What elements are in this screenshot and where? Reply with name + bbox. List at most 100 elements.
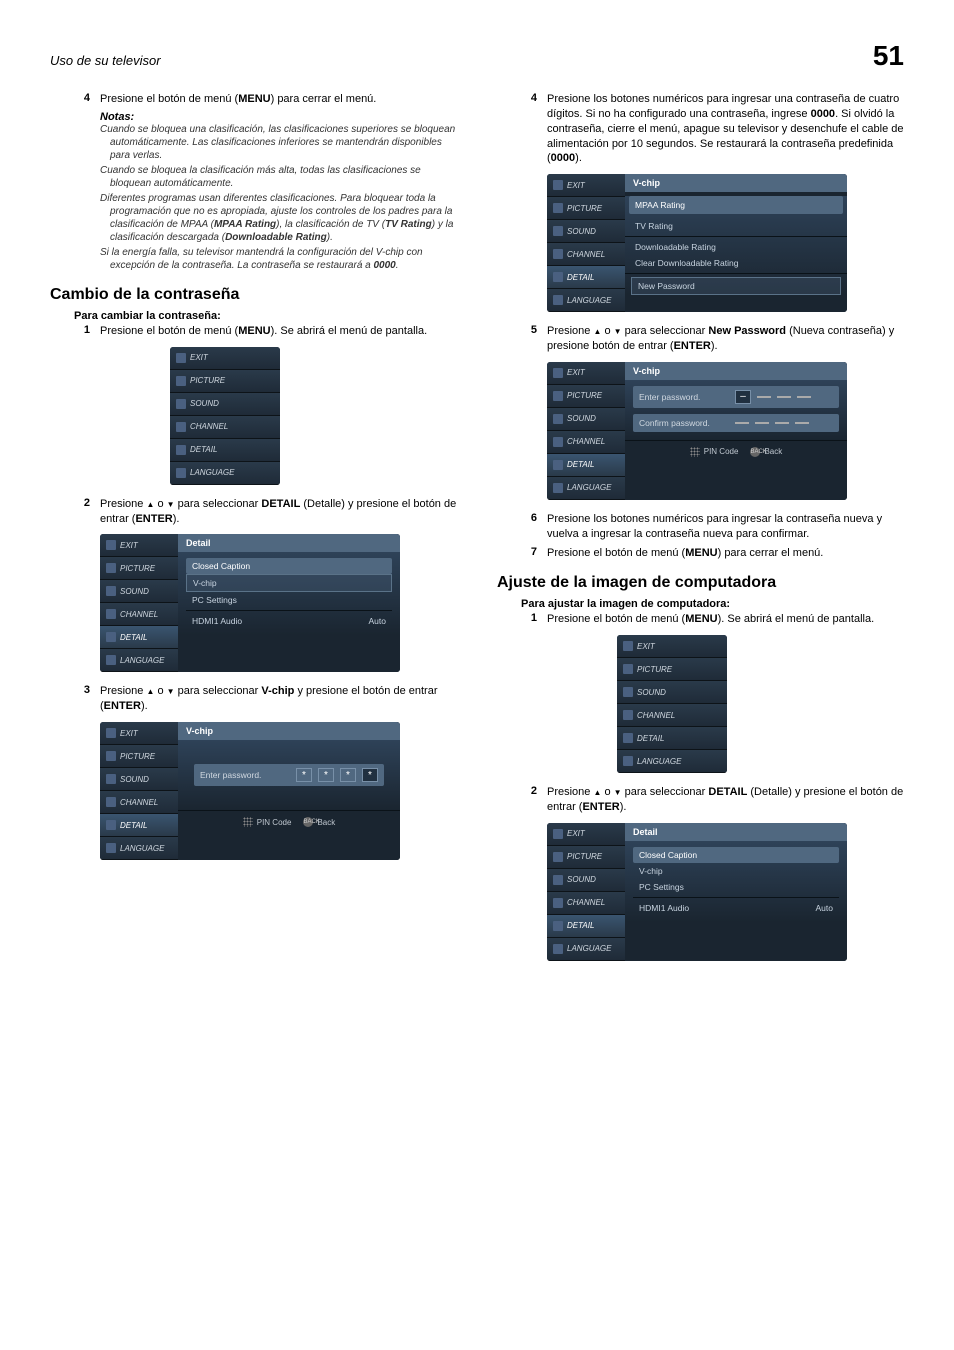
menu-item-channel: CHANNEL [547, 892, 625, 915]
subheading-ajustar: Para ajustar la imagen de computadora: [521, 598, 904, 610]
panel-item: PC Settings [186, 592, 392, 608]
menu-item-exit: EXIT [170, 347, 280, 370]
panel-item: TV Rating [625, 218, 847, 234]
password-digit: * [296, 768, 312, 782]
note-item: Si la energía falla, su televisor manten… [110, 246, 457, 272]
menu-item-exit: EXIT [547, 362, 625, 385]
step-text: Presione o para seleccionar V-chip y pre… [100, 684, 457, 714]
note-item: Cuando se bloquea la clasificación más a… [110, 164, 457, 190]
menu-item-sound: SOUND [547, 869, 625, 892]
panel-item: PC Settings [633, 879, 839, 895]
sound-icon [623, 687, 633, 697]
menu-item-picture: PICTURE [100, 557, 178, 580]
panel-item: MPAA Rating [629, 196, 843, 214]
sound-icon [553, 414, 563, 424]
note-item: Diferentes programas usan diferentes cla… [110, 192, 457, 244]
language-icon [106, 655, 116, 665]
password-digit: * [340, 768, 356, 782]
keypad-icon [243, 817, 253, 827]
language-icon [106, 843, 116, 853]
menu-item-detail: DETAIL [547, 266, 625, 289]
step-number: 1 [50, 324, 100, 339]
menu-screenshot-vchip-menu: EXIT PICTURE SOUND CHANNEL DETAIL LANGUA… [547, 174, 847, 312]
panel-title: Detail [625, 823, 847, 841]
menu-item-sound: SOUND [170, 393, 280, 416]
step-number: 4 [50, 92, 100, 107]
detail-icon [553, 460, 563, 470]
step-text: Presione el botón de menú (MENU). Se abr… [100, 324, 457, 339]
menu-item-language: LANGUAGE [547, 477, 625, 500]
detail-icon [106, 632, 116, 642]
detail-icon [176, 445, 186, 455]
step-number: 6 [497, 512, 547, 542]
exit-icon [176, 353, 186, 363]
menu-item-channel: CHANNEL [170, 416, 280, 439]
sound-icon [553, 226, 563, 236]
menu-item-sound: SOUND [100, 768, 178, 791]
menu-item-sound: SOUND [617, 681, 727, 704]
panel-item: V-chip [633, 863, 839, 879]
sound-icon [106, 586, 116, 596]
picture-icon [553, 852, 563, 862]
language-icon [553, 295, 563, 305]
menu-item-language: LANGUAGE [170, 462, 280, 485]
panel-item-selected: V-chip [186, 574, 392, 592]
step-text: Presione el botón de menú (MENU). Se abr… [547, 612, 904, 627]
running-header: Uso de su televisor [50, 53, 161, 68]
menu-item-detail: DETAIL [617, 727, 727, 750]
password-label: Enter password. [200, 770, 290, 780]
channel-icon [553, 249, 563, 259]
password-digit: – [735, 390, 751, 404]
picture-icon [623, 664, 633, 674]
menu-item-exit: EXIT [547, 174, 625, 197]
picture-icon [106, 751, 116, 761]
menu-item-language: LANGUAGE [100, 837, 178, 860]
menu-screenshot-sidebar: EXIT PICTURE SOUND CHANNEL DETAIL LANGUA… [170, 347, 280, 485]
panel-title: V-chip [625, 362, 847, 380]
channel-icon [106, 609, 116, 619]
step-number: 2 [50, 497, 100, 527]
language-icon [553, 483, 563, 493]
panel-title: Detail [178, 534, 400, 552]
page-number: 51 [873, 40, 904, 72]
sound-icon [553, 875, 563, 885]
panel-title: V-chip [178, 722, 400, 740]
exit-icon [553, 368, 563, 378]
exit-icon [106, 540, 116, 550]
section-ajuste-imagen: Ajuste de la imagen de computadora [497, 574, 904, 592]
back-icon: BACK [303, 817, 313, 827]
picture-icon [176, 376, 186, 386]
step-text: Presione el botón de menú (MENU) para ce… [547, 546, 904, 561]
panel-item-selected: New Password [631, 277, 841, 295]
panel-item: Clear Downloadable Rating [625, 255, 847, 271]
password-digit: * [318, 768, 334, 782]
menu-item-channel: CHANNEL [547, 431, 625, 454]
menu-item-channel: CHANNEL [100, 603, 178, 626]
step-number: 5 [497, 324, 547, 354]
menu-item-detail: DETAIL [170, 439, 280, 462]
password-label: Confirm password. [639, 418, 729, 428]
menu-item-picture: PICTURE [547, 385, 625, 408]
back-icon: BACK [750, 447, 760, 457]
detail-icon [553, 272, 563, 282]
section-cambio-contrasena: Cambio de la contraseña [50, 286, 457, 304]
menu-screenshot-confirm-password: EXIT PICTURE SOUND CHANNEL DETAIL LANGUA… [547, 362, 847, 500]
menu-item-exit: EXIT [100, 534, 178, 557]
password-dash [735, 422, 749, 424]
channel-icon [623, 710, 633, 720]
subheading-cambiar: Para cambiar la contraseña: [74, 310, 457, 322]
footer-back: BACKBack [303, 817, 335, 827]
step-text: Presione los botones numéricos para ingr… [547, 92, 904, 166]
channel-icon [176, 422, 186, 432]
menu-item-sound: SOUND [547, 220, 625, 243]
password-dash [777, 396, 791, 398]
menu-item-channel: CHANNEL [617, 704, 727, 727]
footer-back: BACKBack [750, 447, 782, 457]
menu-screenshot-detail: EXIT PICTURE SOUND CHANNEL DETAIL LANGUA… [547, 823, 847, 961]
step-text: Presione o para seleccionar DETAIL (Deta… [100, 497, 457, 527]
notes-heading: Notas: [100, 111, 457, 123]
footer-pincode: PIN Code [243, 817, 292, 827]
detail-icon [106, 820, 116, 830]
menu-item-detail: DETAIL [547, 915, 625, 938]
exit-icon [553, 829, 563, 839]
